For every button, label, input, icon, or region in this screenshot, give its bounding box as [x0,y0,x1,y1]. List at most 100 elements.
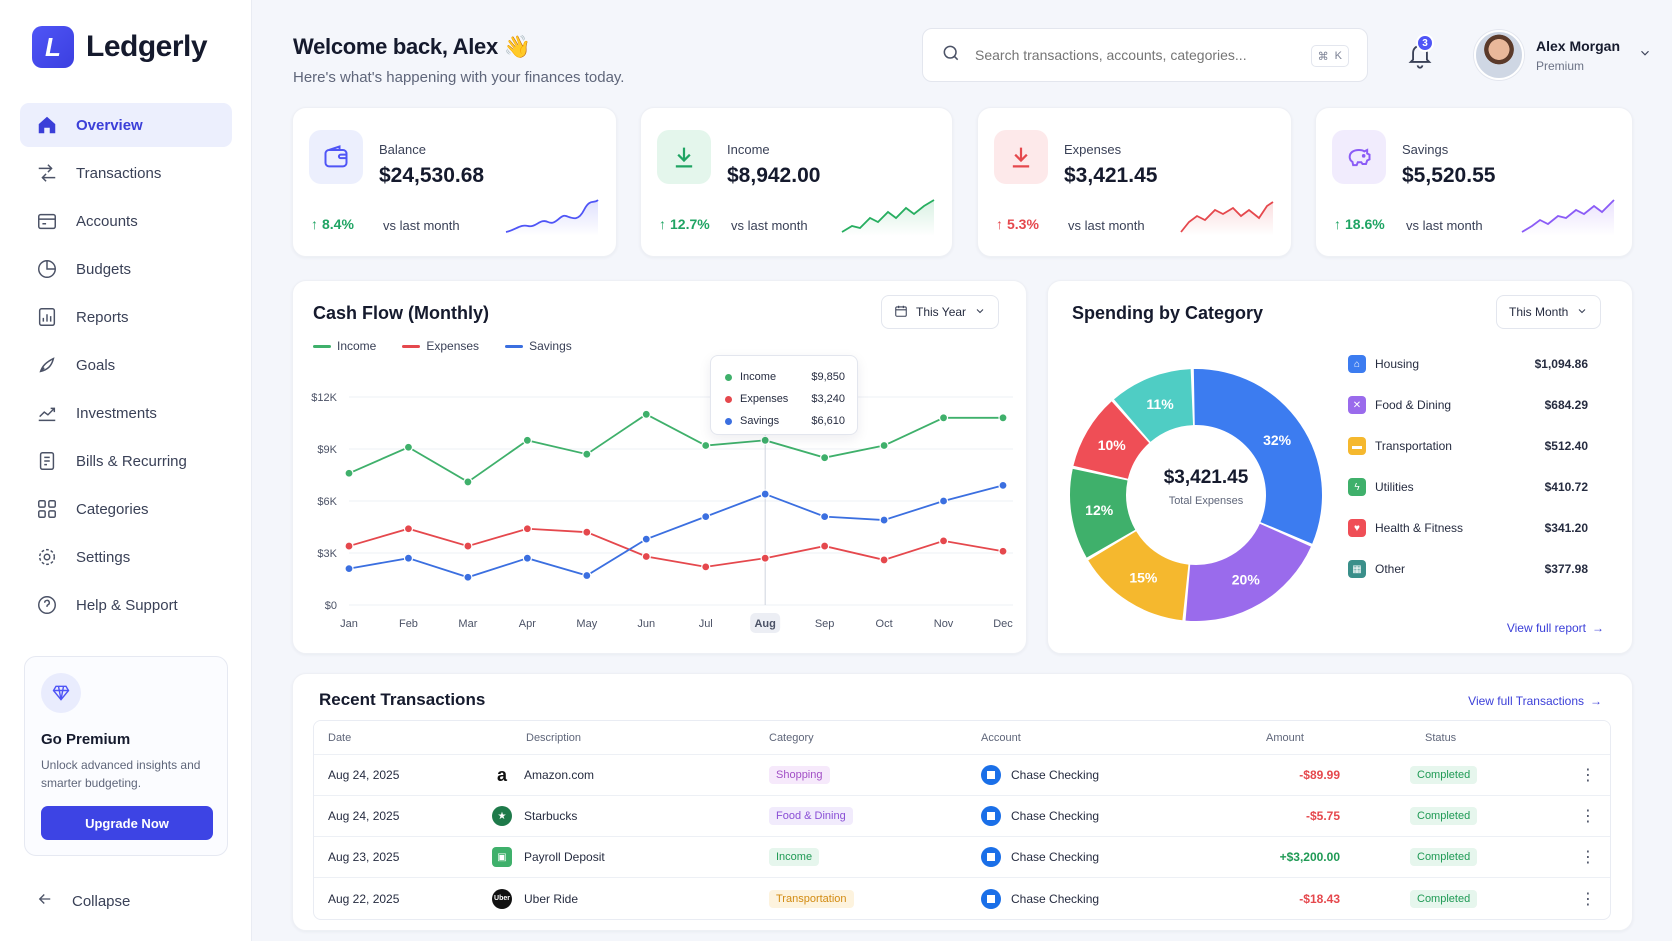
chevron-down-icon [1638,46,1652,65]
arrow-up-icon: ↑ [996,216,1003,232]
stat-label: Savings [1402,142,1449,157]
series-line-expenses [348,527,1004,568]
table-row[interactable]: Aug 24, 2025 ★ Starbucks Food & Dining C… [314,796,1610,837]
x-tick-label: Jul [699,618,713,630]
category-amount: $1,094.86 [1534,357,1588,371]
table-row[interactable]: Aug 24, 2025 a Amazon.com Shopping Chase… [314,755,1610,796]
help-icon [38,596,56,614]
sidebar-item-accounts[interactable]: Accounts [20,199,232,243]
category-row-housing[interactable]: ⌂ Housing $1,094.86 [1348,353,1588,375]
sidebar-item-help[interactable]: Help & Support [20,583,232,627]
sidebar-item-settings[interactable]: Settings [20,535,232,579]
arrow-up-icon: ↑ [1334,216,1341,232]
status-badge: Completed [1410,889,1478,908]
sidebar: L Ledgerly Overview Transactions Account… [0,0,252,941]
accounts-icon [38,213,56,230]
category-row-utilities[interactable]: ϟ Utilities $410.72 [1348,476,1588,498]
table-header: Date Description Category Account Amount… [314,721,1610,755]
sidebar-item-categories[interactable]: Categories [20,487,232,531]
sidebar-item-budgets[interactable]: Budgets [20,247,232,291]
donut-slice[interactable] [1088,531,1189,621]
transaction-date: Aug 24, 2025 [328,809,400,823]
data-point-expenses [582,527,592,537]
donut-slice[interactable] [1070,468,1136,558]
transaction-description: Uber Ride [524,891,579,906]
legend-income: Income [313,339,376,353]
wallet-icon [309,130,363,184]
stat-card-expenses[interactable]: Expenses $3,421.45 ↑ 5.3% vs last month [977,107,1292,257]
sidebar-item-goals[interactable]: Goals [20,343,232,387]
data-point-savings [998,480,1008,490]
data-point-savings [344,564,354,574]
view-all-transactions-link[interactable]: View full Transactions → [1468,694,1602,708]
category-row-transportation[interactable]: ▬ Transportation $512.40 [1348,435,1588,457]
bank-logo-icon [981,806,1001,826]
user-menu[interactable]: Alex Morgan Premium [1474,30,1652,80]
category-amount: $341.20 [1544,521,1588,535]
arrow-right-icon: → [1590,694,1602,708]
sidebar-item-reports[interactable]: Reports [20,295,232,339]
tooltip-value: $9,850 [811,371,845,383]
legend-expenses: Expenses [402,339,479,353]
transactions-card: Recent Transactions View full Transactio… [292,673,1633,931]
sidebar-item-label: Investments [76,404,157,422]
stat-change: ↑ 12.7% [659,216,710,232]
sidebar-item-transactions[interactable]: Transactions [20,151,232,195]
sidebar-item-investments[interactable]: Investments [20,391,232,435]
upgrade-button[interactable]: Upgrade Now [41,806,213,840]
category-row-food[interactable]: ✕ Food & Dining $684.29 [1348,394,1588,416]
stat-change-value: 8.4% [322,216,354,232]
category-pill: Shopping [769,766,830,784]
tooltip-label: Income [740,371,777,383]
spending-range-dropdown[interactable]: This Month [1496,295,1602,329]
table-row[interactable]: Aug 22, 2025 Uber Uber Ride Transportati… [314,878,1610,919]
data-point-income [998,413,1008,423]
transaction-account: Chase Checking [1011,850,1100,864]
range-label: This Year [916,305,967,319]
stat-card-savings[interactable]: Savings $5,520.55 ↑ 18.6% vs last month [1315,107,1633,257]
row-menu-icon[interactable]: ⋮ [1580,890,1596,908]
starbucks-logo-icon: ★ [492,806,512,826]
cashflow-range-dropdown[interactable]: This Year [881,295,1000,329]
data-point-expenses [820,541,830,551]
data-point-savings [701,512,711,522]
row-menu-icon[interactable]: ⋮ [1580,849,1596,866]
sidebar-item-overview[interactable]: Overview [20,103,232,147]
piggy-bank-icon [1332,130,1386,184]
transaction-date: Aug 24, 2025 [328,768,400,782]
stat-card-balance[interactable]: Balance $24,530.68 ↑ 8.4% vs last month [292,107,617,257]
series-line-income [348,413,1003,484]
donut-slice[interactable] [1073,401,1150,479]
donut-slice[interactable] [1185,523,1311,621]
data-point-income [463,477,473,487]
row-menu-icon[interactable]: ⋮ [1580,808,1596,825]
donut-slice[interactable] [1193,369,1322,544]
stat-card-income[interactable]: Income $8,942.00 ↑ 12.7% vs last month [640,107,953,257]
stat-value: $5,520.55 [1402,164,1496,187]
app-logo[interactable]: L Ledgerly [32,26,208,68]
category-row-other[interactable]: ▦ Other $377.98 [1348,558,1588,580]
x-tick-label: Apr [519,618,536,630]
search-input[interactable] [975,47,1305,63]
welcome-block: Welcome back, Alex 👋 Here's what's happe… [293,34,624,86]
bank-logo-icon [981,888,1001,909]
transactions-title: Recent Transactions [319,690,486,709]
donut-slice[interactable] [1113,369,1194,442]
diamond-icon [41,673,81,713]
sparkline [505,199,599,236]
house-icon: ⌂ [1348,355,1366,373]
sidebar-item-bills[interactable]: Bills & Recurring [20,439,232,483]
category-row-health[interactable]: ♥ Health & Fitness $341.20 [1348,517,1588,539]
sidebar-item-label: Bills & Recurring [76,452,187,470]
search-bar[interactable]: ⌘ K [922,28,1368,82]
category-pill: Income [769,848,820,866]
collapse-button[interactable]: Collapse [36,890,130,912]
bills-icon [39,452,55,470]
row-menu-icon[interactable]: ⋮ [1580,767,1596,784]
data-point-income [938,413,949,423]
transaction-amount: -$18.43 [1299,891,1340,906]
table-row[interactable]: Aug 23, 2025 ▣ Payroll Deposit Income Ch… [314,837,1610,878]
x-tick-label: Mar [458,618,477,630]
data-point-expenses [344,541,354,551]
view-full-report-link[interactable]: View full report → [1507,621,1604,635]
